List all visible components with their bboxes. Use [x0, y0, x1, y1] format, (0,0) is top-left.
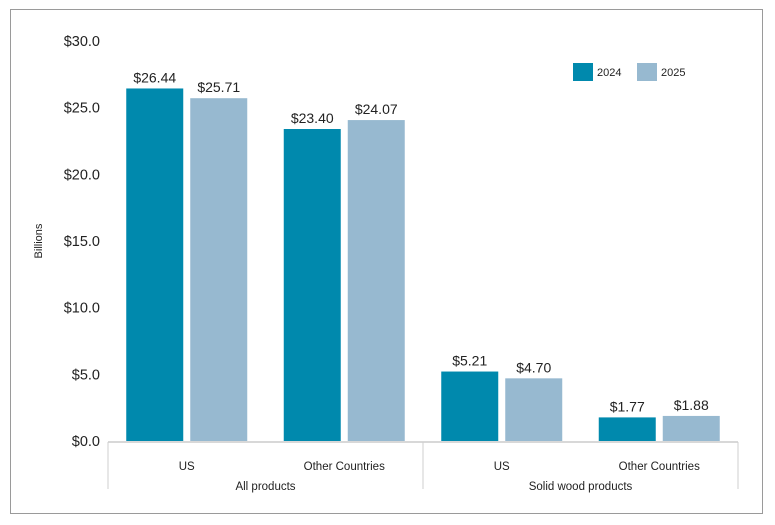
- data-label: $4.70: [516, 359, 551, 375]
- x-group-label: Solid wood products: [529, 481, 633, 493]
- data-label: $24.07: [355, 101, 398, 117]
- data-label: $25.71: [197, 79, 240, 95]
- bar-2024-solid-wood-products-us: [441, 371, 499, 441]
- data-label: $23.40: [291, 110, 334, 126]
- legend-label-2024: 2024: [597, 67, 621, 79]
- legend-swatch-2025: [637, 63, 657, 81]
- bar-2024-all-products-other-countries: [283, 129, 341, 441]
- data-label: $1.77: [610, 398, 645, 414]
- data-label: $5.21: [452, 353, 487, 369]
- y-tick-label: $25.0: [64, 101, 100, 117]
- y-tick-label: $5.0: [72, 367, 100, 383]
- bar-2025-all-products-us: [190, 98, 248, 441]
- x-category-label: US: [494, 461, 510, 473]
- x-category-label: US: [179, 461, 195, 473]
- legend-swatch-2024: [573, 63, 593, 81]
- data-label: $1.88: [674, 397, 709, 413]
- bar-2025-solid-wood-products-other-countries: [662, 415, 720, 441]
- y-tick-label: $15.0: [64, 234, 100, 250]
- bar-2025-solid-wood-products-us: [505, 378, 563, 441]
- y-axis-label: Billions: [33, 223, 45, 258]
- x-group-label: All products: [235, 481, 295, 493]
- y-tick-label: $30.0: [64, 34, 100, 50]
- bar-2025-all-products-other-countries: [347, 120, 405, 442]
- x-category-label: Other Countries: [304, 461, 385, 473]
- data-label: $26.44: [133, 69, 176, 85]
- y-tick-label: $0.0: [72, 434, 100, 450]
- bar-2024-solid-wood-products-other-countries: [598, 417, 656, 441]
- y-tick-label: $10.0: [64, 301, 100, 317]
- legend-label-2025: 2025: [661, 67, 685, 79]
- bar-2024-all-products-us: [126, 88, 184, 441]
- x-category-label: Other Countries: [619, 461, 700, 473]
- y-tick-label: $20.0: [64, 167, 100, 183]
